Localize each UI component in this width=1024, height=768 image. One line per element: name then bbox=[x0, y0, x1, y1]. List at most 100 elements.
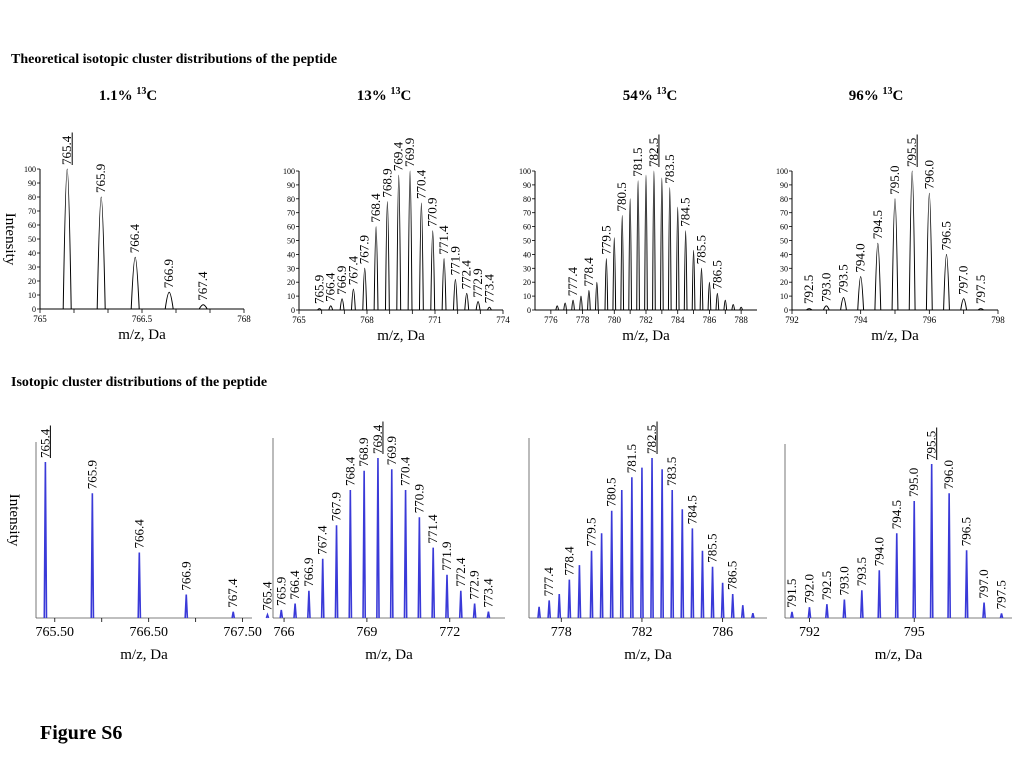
x-tick-label: 769 bbox=[356, 625, 377, 640]
peak-bar bbox=[822, 305, 830, 311]
section-title-theoretical: Theoretical isotopic cluster distributio… bbox=[11, 52, 338, 67]
x-tick-label: 768 bbox=[360, 315, 374, 325]
peak-bar bbox=[557, 593, 562, 619]
y-tick-label: 80 bbox=[780, 195, 788, 204]
peak-label: 770.4 bbox=[398, 456, 413, 486]
peak-bar bbox=[577, 565, 582, 619]
y-tick-label: 20 bbox=[780, 278, 788, 287]
peak-bar bbox=[472, 603, 477, 619]
x-tick-label: 766.50 bbox=[129, 625, 168, 640]
peak-label: 783.5 bbox=[662, 154, 677, 183]
peak-label: 765.4 bbox=[37, 428, 52, 458]
peak-bar bbox=[960, 298, 968, 311]
peak-label: 797.0 bbox=[956, 266, 971, 295]
peak-bar bbox=[650, 457, 654, 619]
peak-label: 785.5 bbox=[705, 534, 720, 563]
peak-label: 765.9 bbox=[84, 460, 99, 489]
y-tick-label: 60 bbox=[28, 221, 36, 230]
y-tick-label: 40 bbox=[523, 250, 531, 259]
y-tick-label: 70 bbox=[523, 209, 531, 218]
peak-label: 792.5 bbox=[819, 571, 834, 600]
peak-bar bbox=[842, 599, 847, 619]
peak-label: 794.5 bbox=[870, 210, 885, 239]
peak-bar bbox=[317, 308, 322, 311]
chart-panel-8: 792 795 791.5 792.0 792.5 793.0 793.5794.0794.… bbox=[784, 427, 1012, 663]
y-tick-label: 90 bbox=[28, 179, 36, 188]
y-axis-label: Intensity bbox=[6, 494, 22, 547]
peak-bar bbox=[579, 295, 583, 311]
peak-label: 768.4 bbox=[342, 456, 357, 486]
peak-bar bbox=[751, 613, 755, 619]
peak-bar bbox=[680, 509, 685, 619]
peak-label: 765.9 bbox=[93, 164, 108, 193]
x-tick-label: 782 bbox=[639, 315, 653, 325]
peak-bar bbox=[62, 168, 72, 310]
peak-bar bbox=[348, 489, 353, 619]
panel-title-4: 96% 13C bbox=[848, 86, 904, 104]
peak-bar bbox=[231, 611, 236, 619]
peak-bar bbox=[807, 607, 812, 619]
peak-label: 782.5 bbox=[644, 425, 659, 454]
peak-label: 781.5 bbox=[624, 444, 639, 473]
peak-bar bbox=[739, 306, 743, 311]
peak-label: 779.5 bbox=[584, 518, 599, 547]
peak-label: 769.4 bbox=[391, 141, 406, 171]
peak-bar bbox=[619, 489, 624, 619]
peak-bar bbox=[690, 528, 695, 619]
peak-label: 793.5 bbox=[854, 557, 869, 586]
y-tick-label: 50 bbox=[523, 237, 531, 246]
panel-title-1: 1.1% 13C bbox=[98, 86, 158, 104]
peak-label: 780.5 bbox=[604, 478, 619, 507]
chart-panel-3: 776 778 780 782 784 786 788 0 10 20 30 40 50 60 70 80 90… bbox=[519, 134, 757, 344]
x-tick-label: 768 bbox=[237, 314, 251, 324]
x-tick-label: 774 bbox=[496, 315, 510, 325]
peak-label: 766.4 bbox=[127, 223, 142, 253]
peak-bar bbox=[604, 258, 609, 311]
y-tick-label: 20 bbox=[287, 278, 295, 287]
x-axis-label: m/z, Da bbox=[875, 647, 923, 663]
y-tick-label: 10 bbox=[287, 292, 295, 301]
peak-bar bbox=[293, 603, 297, 619]
peak-label: 772.4 bbox=[453, 557, 468, 587]
peak-bar bbox=[908, 170, 916, 311]
peak-bar bbox=[431, 547, 436, 619]
peak-label: 797.5 bbox=[994, 580, 1009, 609]
peak-label: 783.5 bbox=[664, 457, 679, 486]
peak-bar bbox=[537, 606, 541, 619]
y-tick-label: 90 bbox=[287, 181, 295, 190]
peak-bar bbox=[265, 612, 270, 619]
y-tick-label: 30 bbox=[287, 264, 295, 273]
y-axis-label: Intensity bbox=[2, 213, 18, 266]
peak-label: 778.4 bbox=[581, 257, 596, 287]
peak-bar bbox=[417, 517, 422, 619]
x-tick-label: 767.50 bbox=[223, 625, 262, 640]
peak-label: 796.5 bbox=[939, 221, 954, 250]
peak-bar bbox=[628, 198, 632, 311]
peak-bar bbox=[547, 600, 552, 619]
peak-bar bbox=[198, 304, 208, 310]
y-tick-label: 90 bbox=[523, 181, 531, 190]
y-tick-label: 60 bbox=[287, 223, 295, 232]
peak-bar bbox=[977, 308, 985, 311]
x-tick-label: 778 bbox=[576, 315, 590, 325]
peak-bar bbox=[594, 281, 599, 311]
peak-bar bbox=[730, 593, 735, 619]
peak-bar bbox=[563, 302, 567, 311]
peak-bar bbox=[925, 192, 933, 311]
peak-label: 795.5 bbox=[904, 138, 919, 167]
panel-title-3: 54% 13C bbox=[622, 86, 678, 104]
peak-bar bbox=[96, 196, 106, 310]
x-tick-label: 794 bbox=[854, 315, 868, 325]
chart-panel-7: 778 782 786 777.4 778.4 779.5 780.5 781.5 782.5 7… bbox=[528, 421, 767, 663]
x-tick-label: 784 bbox=[671, 315, 685, 325]
x-tick-label: 796 bbox=[923, 315, 937, 325]
peak-bar bbox=[740, 605, 745, 619]
peak-bar bbox=[999, 613, 1004, 619]
peak-bar bbox=[137, 552, 142, 619]
y-tick-label: 60 bbox=[780, 223, 788, 232]
y-tick-label: 20 bbox=[523, 278, 531, 287]
y-tick-label: 100 bbox=[776, 167, 788, 176]
y-tick-label: 50 bbox=[780, 237, 788, 246]
